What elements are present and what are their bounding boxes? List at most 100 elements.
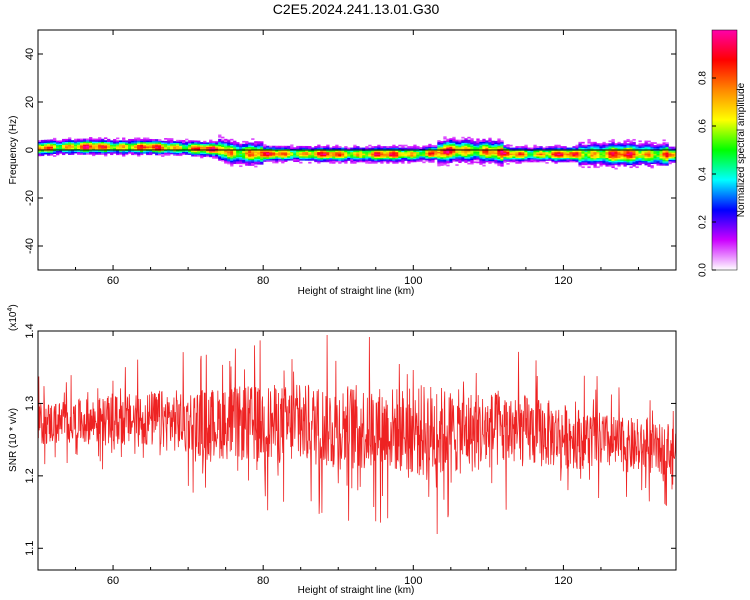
heatmap-cell: [395, 160, 399, 163]
heatmap-cell: [644, 150, 648, 153]
heatmap-cell: [50, 139, 54, 142]
heatmap-cell: [575, 160, 579, 163]
heatmap-cell: [539, 156, 543, 158]
heatmap-cell: [641, 154, 645, 157]
heatmap-cell: [164, 152, 168, 155]
heatmap-cell: [200, 146, 204, 149]
heatmap-cell: [455, 156, 459, 159]
heatmap-cell: [260, 161, 264, 164]
heatmap-cell: [89, 150, 93, 152]
heatmap-cell: [128, 146, 132, 148]
heatmap-cell: [674, 148, 676, 150]
heatmap-cell: [602, 159, 606, 161]
heatmap-cell: [626, 154, 630, 157]
heatmap-cell: [488, 150, 492, 153]
heatmap-cell: [506, 158, 510, 161]
heatmap-cell: [383, 154, 387, 157]
heatmap-cell: [191, 143, 195, 145]
heatmap-cell: [596, 159, 600, 161]
heatmap-cell: [590, 150, 594, 153]
heatmap-cell: [662, 162, 666, 165]
heatmap-cell: [356, 147, 360, 150]
heatmap-cell: [200, 153, 204, 156]
heatmap-cell: [338, 162, 342, 164]
heatmap-cell: [614, 162, 618, 164]
heatmap-cell: [248, 149, 252, 152]
heatmap-cell: [629, 153, 633, 156]
heatmap-cell: [437, 141, 441, 144]
heatmap-cell: [218, 154, 222, 157]
heatmap-cell: [308, 161, 312, 164]
y-tick-label: 1.3: [24, 396, 36, 411]
heatmap-cell: [368, 159, 372, 161]
spectrogram-x-label: Height of straight line (km): [298, 286, 415, 297]
heatmap-cell: [629, 147, 633, 150]
heatmap-cell: [578, 150, 582, 153]
heatmap-cell: [161, 146, 165, 149]
heatmap-cell: [641, 157, 645, 160]
heatmap-cell: [395, 157, 399, 160]
heatmap-cell: [434, 153, 438, 156]
heatmap-cell: [359, 147, 363, 150]
heatmap-cell: [416, 153, 420, 155]
heatmap-cell: [284, 155, 288, 158]
heatmap-cell: [56, 146, 60, 149]
heatmap-cell: [59, 143, 63, 146]
heatmap-cell: [65, 143, 69, 145]
heatmap-cell: [107, 146, 111, 148]
heatmap-cell: [656, 153, 660, 156]
heatmap-cell: [647, 144, 651, 147]
heatmap-cell: [557, 150, 561, 153]
heatmap-cell: [224, 157, 228, 160]
heatmap-cell: [659, 148, 663, 150]
heatmap-cell: [119, 140, 123, 143]
heatmap-cell: [254, 142, 258, 145]
heatmap-cell: [155, 143, 159, 146]
heatmap-cell: [365, 160, 369, 163]
heatmap-cell: [113, 143, 117, 146]
heatmap-cell: [131, 150, 135, 153]
heatmap-cell: [347, 157, 351, 160]
heatmap-cell: [623, 143, 627, 146]
heatmap-cell: [356, 151, 360, 154]
heatmap-cell: [518, 154, 522, 157]
heatmap-cell: [470, 138, 474, 140]
heatmap-cell: [530, 160, 534, 163]
heatmap-cell: [590, 151, 594, 154]
heatmap-cell: [59, 144, 63, 147]
heatmap-cell: [119, 146, 123, 148]
heatmap-cell: [164, 138, 168, 140]
heatmap-cell: [92, 152, 96, 155]
heatmap-cell: [446, 143, 450, 145]
heatmap-cell: [437, 144, 441, 147]
heatmap-cell: [452, 141, 456, 143]
heatmap-cell: [581, 151, 585, 154]
heatmap-cell: [455, 159, 459, 162]
heatmap-cell: [74, 147, 78, 150]
heatmap-cell: [326, 147, 330, 150]
heatmap-cell: [179, 151, 183, 154]
heatmap-cell: [431, 155, 435, 157]
heatmap-cell: [305, 151, 309, 154]
heatmap-cell: [221, 158, 225, 161]
heatmap-cell: [638, 156, 642, 159]
heatmap-cell: [392, 154, 396, 157]
heatmap-cell: [254, 148, 258, 151]
heatmap-cell: [446, 151, 450, 154]
heatmap-cell: [236, 153, 240, 156]
heatmap-cell: [38, 154, 42, 157]
heatmap-cell: [215, 142, 219, 145]
heatmap-cell: [284, 150, 288, 152]
heatmap-cell: [281, 151, 285, 154]
heatmap-cell: [161, 143, 165, 146]
heatmap-cell: [665, 150, 669, 153]
heatmap-cell: [425, 158, 429, 161]
heatmap-cell: [455, 148, 459, 151]
heatmap-cell: [455, 151, 459, 153]
heatmap-cell: [161, 153, 165, 156]
heatmap-cell: [383, 159, 387, 161]
heatmap-cell: [611, 143, 615, 146]
heatmap-cell: [404, 154, 408, 157]
heatmap-cell: [398, 156, 402, 158]
heatmap-cell: [221, 143, 225, 146]
